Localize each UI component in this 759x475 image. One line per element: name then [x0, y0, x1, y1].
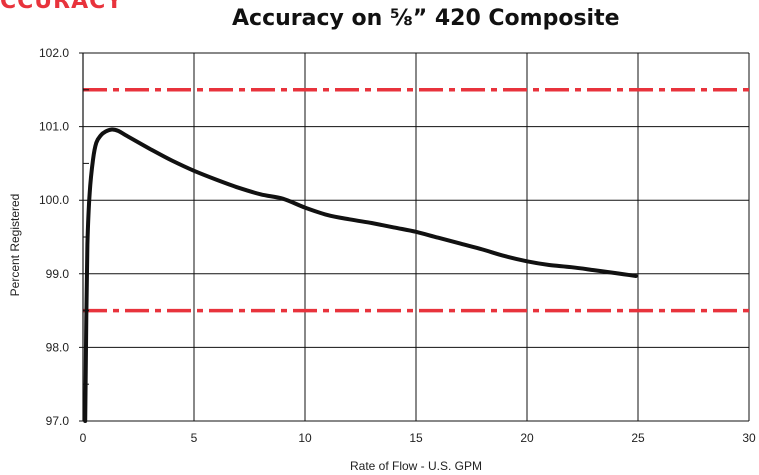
- y-tick-label: 102.0: [39, 46, 69, 60]
- x-tick-label: 0: [80, 431, 87, 445]
- y-tick-label: 101.0: [39, 120, 69, 134]
- x-tick-label: 15: [409, 431, 423, 445]
- x-tick-label: 30: [742, 431, 756, 445]
- y-tick-label: 99.0: [46, 267, 70, 281]
- chart-title: Accuracy on ⅝” 420 Composite: [232, 6, 620, 31]
- section-header: CCURACY: [0, 0, 124, 14]
- tick-labels: 97.0 98.0 99.0 100.0 101.0 102.0 0 5 10 15 20 25 30: [39, 46, 756, 445]
- series-layer: [83, 127, 638, 423]
- x-tick-label: 25: [631, 431, 645, 445]
- axes: [82, 53, 89, 421]
- y-tick-label: 100.0: [39, 193, 69, 207]
- x-tick-label: 20: [520, 431, 534, 445]
- y-axis-title: Percent Registered: [8, 194, 22, 297]
- x-axis-title: Rate of Flow - U.S. GPM: [350, 459, 482, 473]
- grid-lines: [79, 52, 750, 422]
- x-tick-label: 10: [298, 431, 312, 445]
- x-tick-label: 5: [191, 431, 198, 445]
- y-tick-label: 97.0: [46, 414, 70, 428]
- accuracy-curve: [83, 127, 638, 423]
- limit-lines: [83, 88, 749, 313]
- y-tick-label: 98.0: [46, 340, 70, 354]
